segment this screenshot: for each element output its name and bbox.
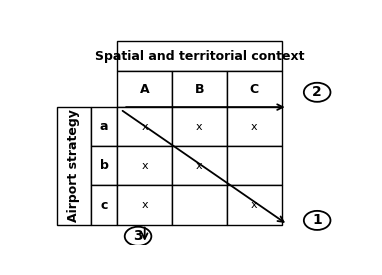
Bar (117, 146, 172, 185)
Text: x: x (141, 122, 148, 132)
Text: x: x (141, 200, 148, 210)
Text: c: c (100, 199, 108, 211)
Bar (227, 146, 282, 185)
Text: 2: 2 (312, 85, 322, 99)
Text: 1: 1 (312, 213, 322, 227)
Bar (227, 107, 282, 146)
Text: x: x (251, 122, 257, 132)
Text: C: C (250, 82, 259, 96)
Bar (91, 107, 117, 146)
Text: B: B (195, 82, 204, 96)
Bar (227, 185, 282, 225)
Text: a: a (100, 120, 108, 133)
Bar (227, 71, 282, 107)
Text: x: x (196, 122, 203, 132)
Text: Spatial and territorial context: Spatial and territorial context (95, 50, 304, 63)
Text: x: x (141, 161, 148, 171)
Bar (172, 107, 227, 146)
Bar (91, 146, 117, 185)
Bar (117, 185, 172, 225)
Text: 3: 3 (133, 229, 143, 243)
Text: A: A (140, 82, 149, 96)
Bar (91, 185, 117, 225)
Text: x: x (196, 161, 203, 171)
Text: x: x (251, 200, 257, 210)
Bar (172, 71, 227, 107)
Bar (117, 71, 172, 107)
Bar (57, 107, 91, 225)
Text: Airport strategy: Airport strategy (67, 109, 80, 222)
Bar (172, 146, 227, 185)
Text: b: b (100, 160, 108, 172)
Bar (117, 107, 172, 146)
Bar (172, 185, 227, 225)
Bar (117, 42, 282, 71)
